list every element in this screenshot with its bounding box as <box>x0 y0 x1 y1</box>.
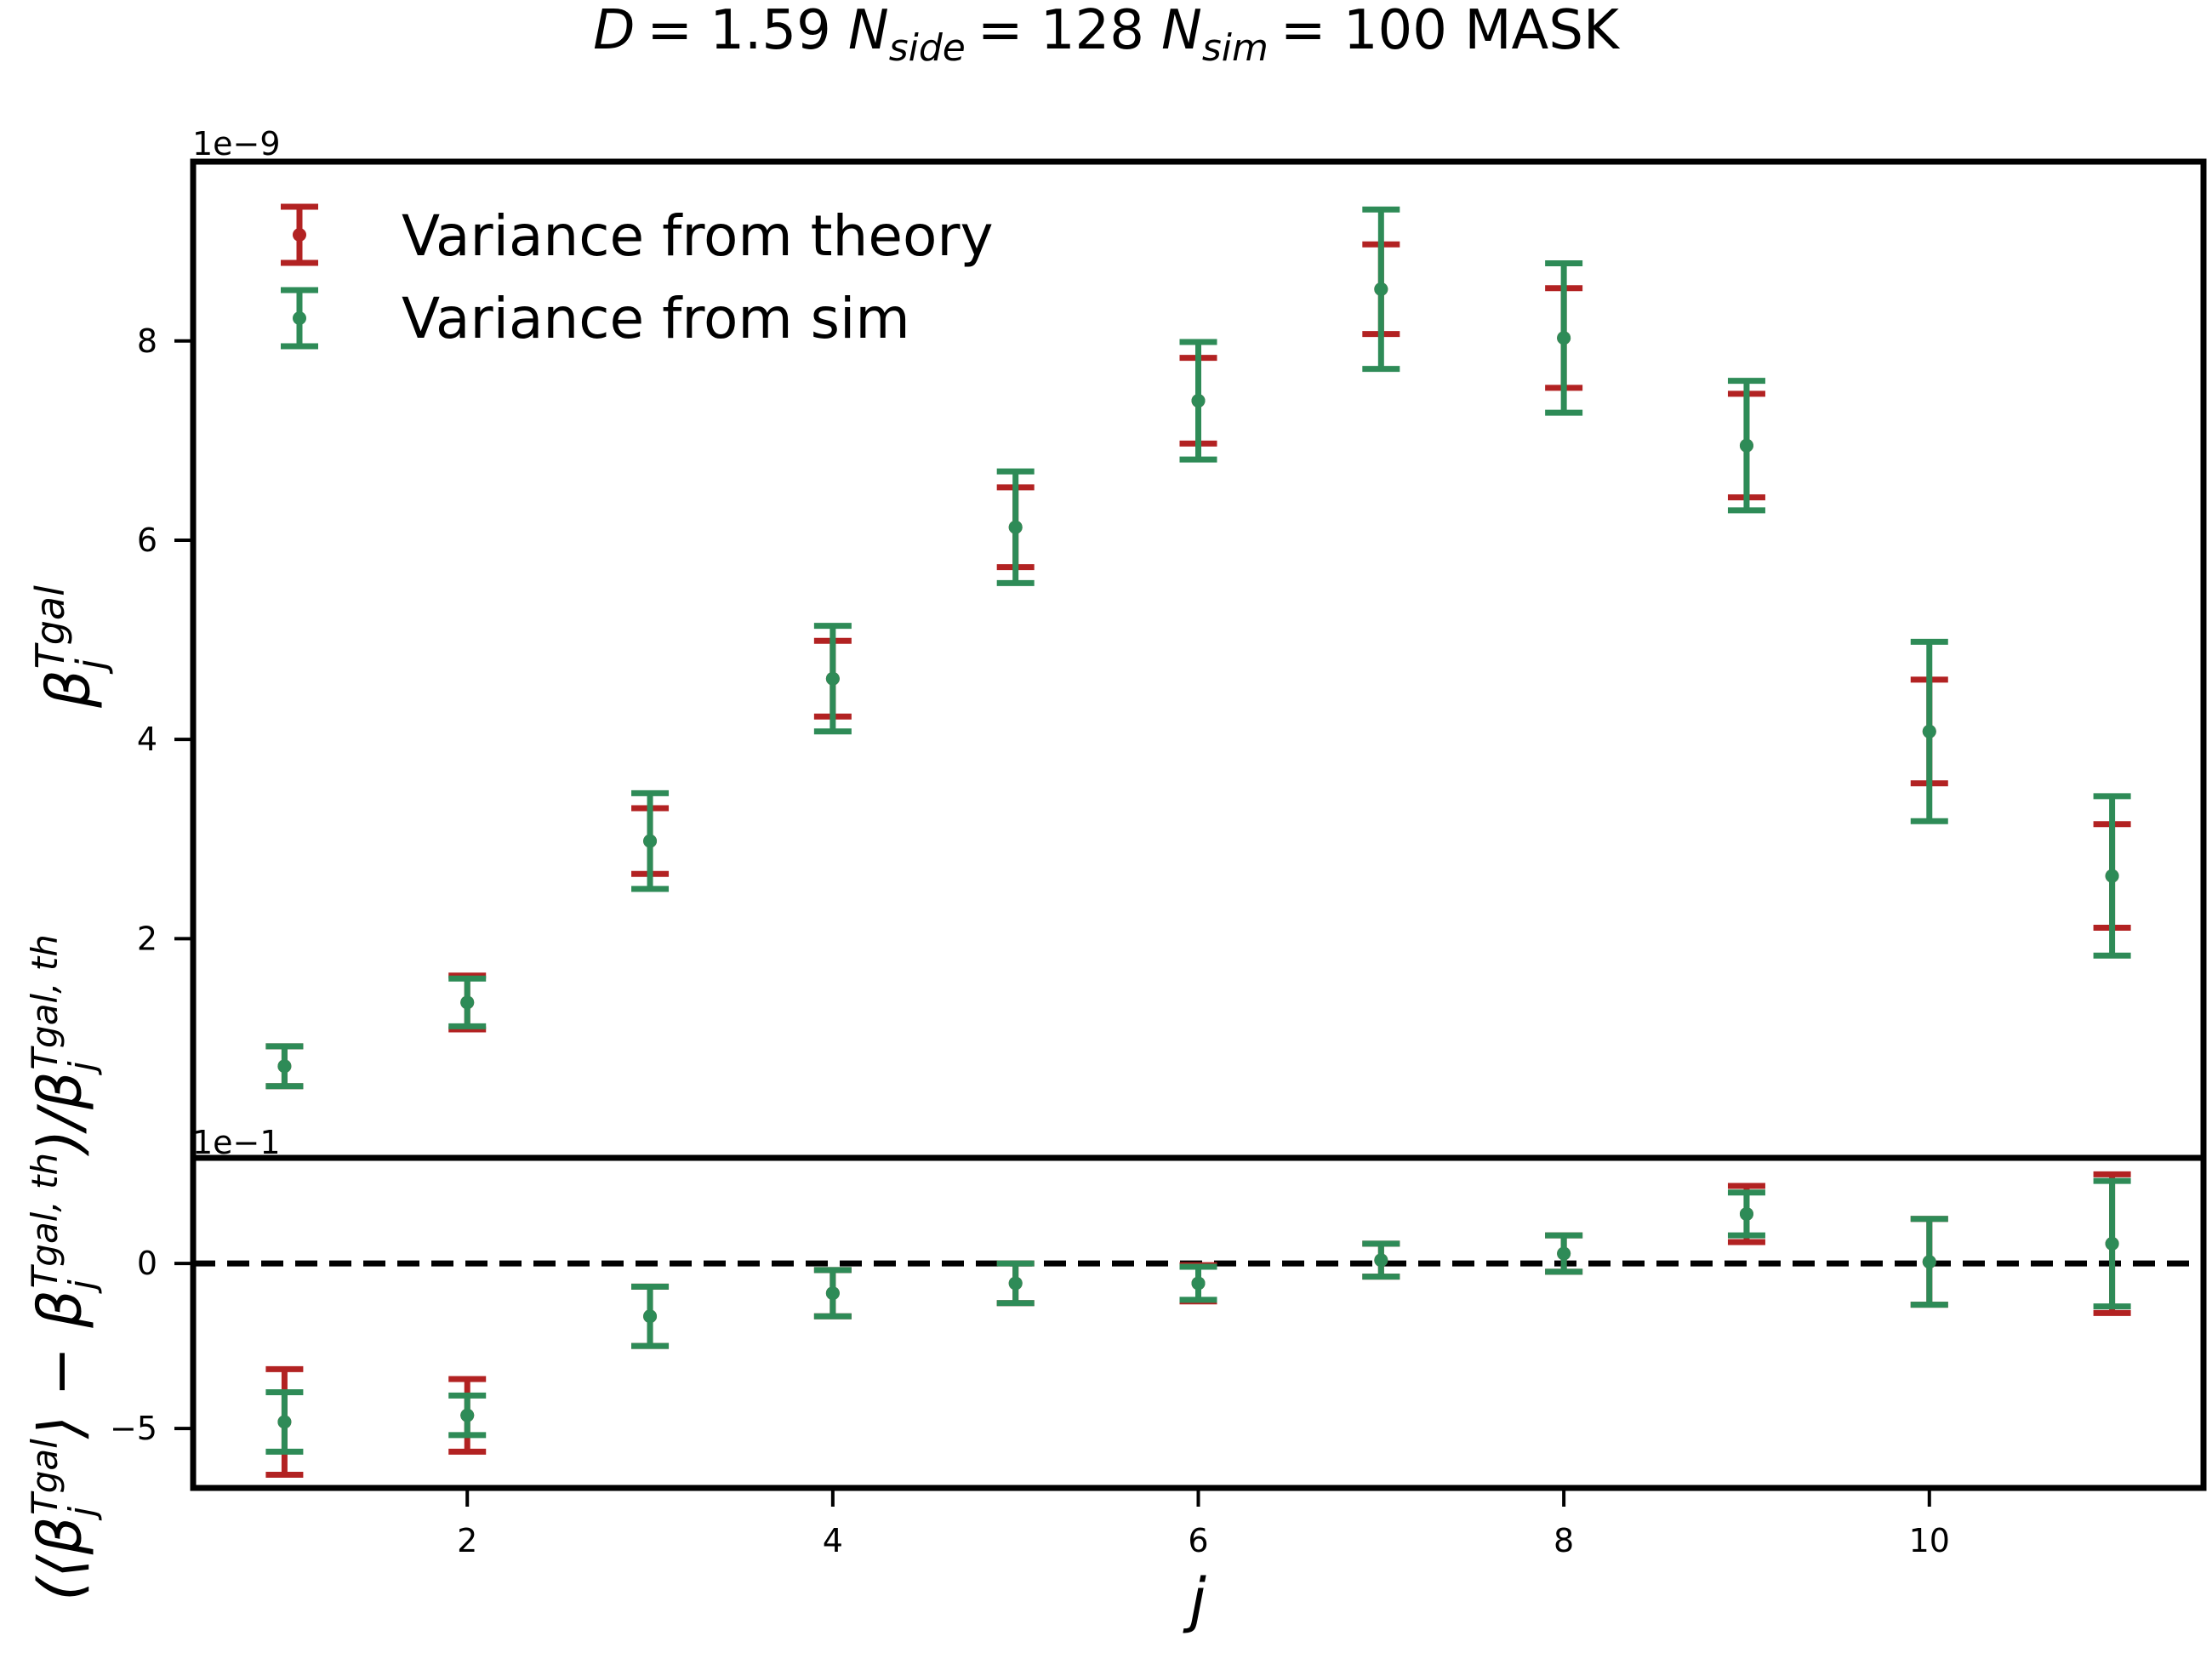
top-y-tick-label: 2 <box>137 920 157 957</box>
sim-errorbar-point <box>1557 331 1571 345</box>
sim-residual-errorbar-point <box>1191 1276 1206 1291</box>
sim-residual-errorbar-point <box>1374 1253 1388 1268</box>
sim-errorbar <box>1545 259 1583 416</box>
sim-residual-errorbar <box>1362 1240 1400 1280</box>
sim-residual-errorbar-point <box>1739 1206 1753 1221</box>
legend-sim-marker <box>281 287 318 350</box>
sim-errorbar <box>996 468 1035 586</box>
sim-residual-errorbar <box>813 1267 852 1319</box>
sim-errorbar-point <box>1374 282 1388 296</box>
legend-sim-label: Variance from sim <box>402 286 910 351</box>
legend-theory-label: Variance from theory <box>402 203 994 269</box>
sim-residual-errorbar <box>631 1283 670 1349</box>
sim-residual-errorbar-point <box>277 1415 292 1429</box>
sim-residual-errorbar-point <box>1008 1276 1023 1291</box>
sim-residual-errorbar <box>1910 1216 1948 1308</box>
x-tick-label: 6 <box>1188 1522 1208 1559</box>
sim-errorbar <box>1910 638 1948 824</box>
legend-theory-marker <box>281 203 318 266</box>
sim-residual-errorbar-point <box>460 1408 475 1422</box>
x-axis-label: j <box>1183 1565 1206 1635</box>
sim-errorbar-point <box>643 834 658 848</box>
sim-residual-errorbar-point <box>2105 1236 2119 1251</box>
sim-errorbar <box>631 789 670 892</box>
sim-residual-errorbar <box>448 1392 487 1439</box>
sim-residual-errorbar <box>996 1260 1035 1307</box>
sim-residual-errorbar <box>2093 1177 2131 1310</box>
sim-errorbar-point <box>2105 869 2119 883</box>
bottom-y-tick-label: −5 <box>110 1410 157 1447</box>
chart-title: D = 1.59 Nside = 128 Nsim = 100 MASK <box>593 0 1621 70</box>
top-offset-text: 1e−9 <box>192 125 281 162</box>
sim-errorbar <box>1179 339 1217 463</box>
legend: Variance from theory Variance from sim <box>281 203 994 351</box>
sim-errorbar <box>2093 793 2131 959</box>
sim-errorbar-point <box>277 1059 292 1074</box>
bottom-panel-frame <box>190 1154 2207 1491</box>
sim-errorbar-point <box>825 671 840 686</box>
sim-residual-errorbar <box>1179 1263 1217 1303</box>
sim-errorbar <box>448 975 487 1029</box>
sim-errorbar-point <box>460 995 475 1010</box>
legend-marker-point <box>293 228 306 242</box>
bottom-y-axis-label: (⟨βjTgal⟩ − βjTgal, th)/βjTgal, th <box>24 934 103 1601</box>
sim-residual-errorbar <box>1727 1189 1765 1239</box>
top-y-tick-label: 8 <box>137 322 157 360</box>
legend-marker-point <box>293 311 306 325</box>
sim-residual-errorbar-point <box>1557 1246 1571 1261</box>
sim-residual-errorbar <box>265 1388 304 1455</box>
top-y-tick-label: 6 <box>137 522 157 559</box>
top-y-axis-label: βjTgal <box>27 585 114 709</box>
sim-errorbar-point <box>1922 724 1936 738</box>
sim-residual-errorbar <box>1545 1232 1583 1275</box>
sim-errorbar <box>1362 206 1400 373</box>
sim-errorbar <box>265 1043 304 1090</box>
x-tick-label: 10 <box>1909 1522 1950 1559</box>
sim-errorbar-point <box>1739 438 1753 453</box>
sim-residual-errorbar-point <box>825 1286 840 1301</box>
x-tick-label: 2 <box>457 1522 477 1559</box>
sim-errorbar <box>1727 378 1765 514</box>
x-tick-label: 4 <box>823 1522 843 1559</box>
sim-errorbar-point <box>1191 394 1206 408</box>
sim-errorbar <box>813 623 852 735</box>
sim-residual-errorbar-point <box>1922 1255 1936 1269</box>
sim-errorbar-point <box>1008 520 1023 534</box>
sim-residual-errorbar-point <box>643 1309 658 1324</box>
top-y-tick-label: 4 <box>137 721 157 758</box>
bottom-y-tick-label: 0 <box>137 1245 157 1282</box>
x-tick-label: 8 <box>1554 1522 1574 1559</box>
